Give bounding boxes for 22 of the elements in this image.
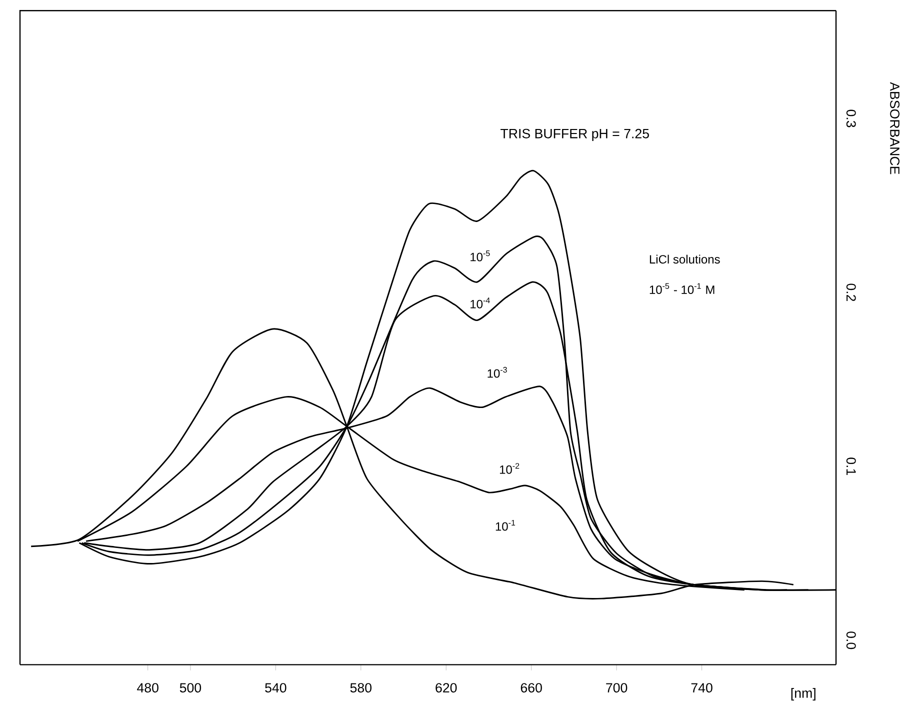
y-tick-label: 0.2 [846, 284, 856, 302]
text: TRIS BUFFER pH = 7.25 [500, 129, 649, 142]
annotation: 10$^{-5}$ - 10$^{-1}$ M [650, 283, 714, 294]
annotation: LiCl solutions [650, 254, 720, 264]
x-tick-label: 540 [265, 683, 286, 693]
y-tick-label: 0.0 [846, 632, 856, 650]
x-tick-label: 740 [691, 683, 712, 693]
x-tick-label: 700 [606, 683, 628, 693]
annotation: 10$^{-4}$ [470, 298, 490, 309]
x-tick-label: 620 [436, 683, 457, 693]
x-axis-title: [nm] [791, 688, 816, 701]
x-tick-label: 500 [180, 683, 202, 693]
annotation: 10$^{-1}$ [496, 520, 516, 531]
annotation: 10$^{-2}$ [500, 463, 520, 474]
x-tick-label: 480 [137, 683, 158, 693]
annotation: 10$^{-3}$ [488, 367, 507, 378]
y-axis-title: ABSORBANCE [890, 82, 900, 174]
x-tick-label: 660 [520, 683, 542, 693]
y-tick-label: 0.3 [846, 110, 856, 128]
y-tick-label: 0.1 [846, 458, 856, 476]
x-tick-label: 580 [350, 683, 372, 693]
annotation: 10$^{-5}$ [470, 250, 490, 262]
